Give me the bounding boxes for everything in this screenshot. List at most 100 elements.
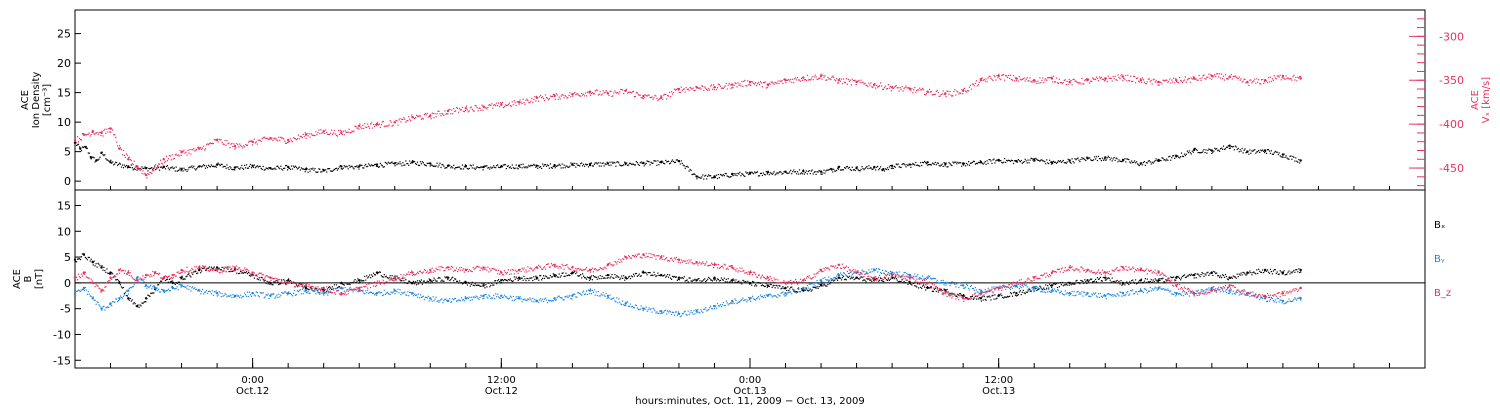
vx-label-line-1: ACE xyxy=(1470,90,1481,110)
bx-sample xyxy=(77,258,79,260)
vx-sample xyxy=(310,133,312,135)
vx-tick-label: -350 xyxy=(1439,74,1464,87)
by-sample xyxy=(757,296,760,298)
vx-sample xyxy=(752,81,754,83)
density-sample xyxy=(748,173,750,176)
vx-sample xyxy=(865,84,867,86)
density-sample xyxy=(585,163,587,165)
density-sample xyxy=(543,165,545,167)
by-sample xyxy=(816,280,818,282)
by-sample xyxy=(419,294,422,296)
by-sample xyxy=(202,288,204,290)
density-sample xyxy=(1280,156,1282,158)
bx-sample xyxy=(1046,287,1048,289)
bx-sample xyxy=(729,281,731,283)
density-sample xyxy=(682,164,684,166)
vx-point xyxy=(500,103,503,107)
vx-sample xyxy=(394,121,396,123)
bx-sample xyxy=(1030,290,1032,292)
vx-sample xyxy=(895,85,897,87)
bx-sample xyxy=(307,288,309,290)
density-sample xyxy=(915,161,917,164)
density-sample xyxy=(870,167,872,169)
bx-sample xyxy=(310,287,312,289)
bx-sample xyxy=(894,276,896,278)
bx-sample xyxy=(87,256,89,259)
density-sample xyxy=(888,166,890,168)
bx-sample xyxy=(1286,273,1288,275)
bx-sample xyxy=(1014,294,1016,296)
bx-sample xyxy=(697,278,699,280)
bx-point xyxy=(1281,271,1285,274)
bx-sample xyxy=(97,262,99,264)
bx-sample xyxy=(518,278,520,280)
vx-sample xyxy=(930,91,932,93)
bx-point xyxy=(358,279,361,282)
bx-sample xyxy=(774,287,776,289)
by-sample xyxy=(621,304,623,306)
density-sample xyxy=(857,169,859,171)
bx-sample xyxy=(149,295,151,297)
by-sample xyxy=(304,288,306,290)
density-sample xyxy=(923,162,925,164)
vx-sample xyxy=(920,89,922,91)
density-sample xyxy=(611,161,613,163)
density-sample xyxy=(128,166,130,169)
bx-sample xyxy=(266,280,268,282)
bx-sample xyxy=(788,290,790,292)
vx-sample xyxy=(293,137,295,139)
by-sample xyxy=(573,293,575,295)
bx-sample xyxy=(1024,293,1026,295)
bx-sample xyxy=(354,279,356,281)
density-sample xyxy=(1224,148,1227,150)
bx-sample xyxy=(1265,270,1268,272)
density-sample xyxy=(1235,146,1237,148)
by-sample xyxy=(311,289,313,291)
density-sample xyxy=(347,168,349,170)
bx-sample xyxy=(983,296,985,298)
by-sample xyxy=(791,293,793,295)
density-sample xyxy=(709,175,711,177)
by-sample xyxy=(459,300,462,302)
vx-sample xyxy=(776,82,778,84)
bx-sample xyxy=(674,276,677,278)
density-sample xyxy=(154,165,156,167)
vx-sample xyxy=(1255,82,1257,84)
bx-sample xyxy=(1085,281,1087,283)
density-sample xyxy=(1208,148,1210,150)
by-sample xyxy=(395,290,397,292)
vx-sample xyxy=(525,99,527,101)
bx-sample xyxy=(726,281,728,283)
density-sample xyxy=(204,165,206,167)
bx-sample xyxy=(862,280,864,282)
density-sample xyxy=(356,165,358,167)
density-sample xyxy=(194,168,196,170)
vx-sample xyxy=(1021,78,1023,80)
density-sample xyxy=(133,168,135,170)
vx-sample xyxy=(807,79,809,81)
bx-sample xyxy=(611,274,613,276)
density-sample xyxy=(1001,161,1003,164)
density-sample xyxy=(77,144,79,146)
by-sample xyxy=(779,295,781,297)
density-sample xyxy=(745,171,747,173)
bx-sample xyxy=(641,271,643,273)
density-sample xyxy=(716,177,719,180)
bx-sample xyxy=(1052,284,1054,286)
vx-sample xyxy=(1030,80,1032,83)
bx-sample xyxy=(376,273,379,275)
density-sample xyxy=(1052,162,1054,165)
vx-sample xyxy=(1082,83,1084,85)
density-sample xyxy=(171,166,173,168)
vx-sample xyxy=(641,97,643,99)
bx-sample xyxy=(575,273,577,275)
bx-sample xyxy=(227,268,229,270)
vx-sample xyxy=(758,84,761,86)
by-sample xyxy=(758,298,761,300)
bx-sample xyxy=(190,276,192,278)
vx-sample xyxy=(460,109,463,111)
vx-sample xyxy=(1243,78,1245,80)
by-sample xyxy=(230,294,232,296)
vx-sample xyxy=(996,74,998,77)
density-sample xyxy=(1234,145,1236,147)
